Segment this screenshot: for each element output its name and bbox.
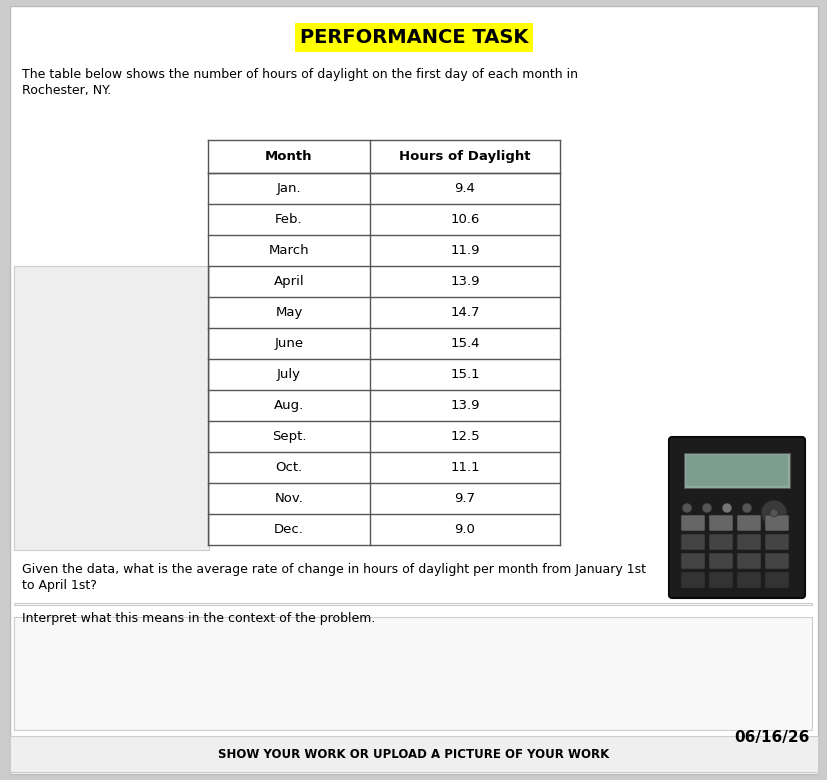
Circle shape bbox=[721, 503, 731, 513]
Text: May: May bbox=[275, 306, 303, 319]
FancyBboxPatch shape bbox=[764, 515, 788, 531]
Text: 9.4: 9.4 bbox=[454, 182, 475, 195]
FancyBboxPatch shape bbox=[680, 553, 704, 569]
Text: Sept.: Sept. bbox=[271, 430, 306, 443]
Text: Interpret what this means in the context of the problem.: Interpret what this means in the context… bbox=[22, 612, 375, 625]
Bar bbox=[14, 617, 811, 730]
Text: 9.7: 9.7 bbox=[454, 492, 475, 505]
Text: March: March bbox=[269, 244, 309, 257]
Text: Dec.: Dec. bbox=[274, 523, 304, 536]
Text: 13.9: 13.9 bbox=[450, 399, 479, 412]
Text: 10.6: 10.6 bbox=[450, 213, 479, 226]
Text: 9.0: 9.0 bbox=[454, 523, 475, 536]
FancyBboxPatch shape bbox=[708, 515, 732, 531]
Text: to April 1st?: to April 1st? bbox=[22, 579, 97, 592]
Text: Rochester, NY.: Rochester, NY. bbox=[22, 84, 111, 97]
Text: 06/16/26: 06/16/26 bbox=[734, 730, 809, 745]
Text: Hours of Daylight: Hours of Daylight bbox=[399, 150, 530, 163]
Text: Jan.: Jan. bbox=[276, 182, 301, 195]
Circle shape bbox=[741, 503, 751, 513]
Circle shape bbox=[701, 503, 711, 513]
Bar bbox=[10, 736, 817, 772]
Circle shape bbox=[681, 503, 691, 513]
Text: Month: Month bbox=[265, 150, 313, 163]
Text: 11.9: 11.9 bbox=[450, 244, 479, 257]
FancyBboxPatch shape bbox=[764, 534, 788, 550]
FancyBboxPatch shape bbox=[680, 515, 704, 531]
FancyBboxPatch shape bbox=[668, 437, 804, 598]
Text: Oct.: Oct. bbox=[275, 461, 302, 474]
Bar bbox=[14, 266, 208, 550]
Bar bbox=[14, 603, 811, 605]
Text: 15.4: 15.4 bbox=[450, 337, 479, 350]
Text: 14.7: 14.7 bbox=[450, 306, 479, 319]
FancyBboxPatch shape bbox=[764, 572, 788, 588]
FancyBboxPatch shape bbox=[680, 572, 704, 588]
Text: Nov.: Nov. bbox=[275, 492, 303, 505]
Text: Feb.: Feb. bbox=[275, 213, 303, 226]
Circle shape bbox=[769, 509, 777, 517]
Text: April: April bbox=[274, 275, 304, 288]
Text: PERFORMANCE TASK: PERFORMANCE TASK bbox=[299, 28, 528, 47]
FancyBboxPatch shape bbox=[764, 553, 788, 569]
Bar bbox=[683, 453, 789, 488]
FancyBboxPatch shape bbox=[736, 515, 760, 531]
Text: July: July bbox=[277, 368, 301, 381]
Text: 11.1: 11.1 bbox=[450, 461, 479, 474]
FancyBboxPatch shape bbox=[708, 553, 732, 569]
Text: June: June bbox=[274, 337, 304, 350]
Text: The table below shows the number of hours of daylight on the first day of each m: The table below shows the number of hour… bbox=[22, 68, 577, 81]
Text: Given the data, what is the average rate of change in hours of daylight per mont: Given the data, what is the average rate… bbox=[22, 563, 645, 576]
Text: 12.5: 12.5 bbox=[450, 430, 479, 443]
Circle shape bbox=[761, 503, 771, 513]
Text: 15.1: 15.1 bbox=[450, 368, 479, 381]
Text: Aug.: Aug. bbox=[274, 399, 304, 412]
FancyBboxPatch shape bbox=[736, 534, 760, 550]
Bar bbox=[686, 455, 787, 486]
Circle shape bbox=[760, 500, 786, 526]
FancyBboxPatch shape bbox=[708, 534, 732, 550]
FancyBboxPatch shape bbox=[736, 572, 760, 588]
FancyBboxPatch shape bbox=[680, 534, 704, 550]
FancyBboxPatch shape bbox=[736, 553, 760, 569]
Text: SHOW YOUR WORK OR UPLOAD A PICTURE OF YOUR WORK: SHOW YOUR WORK OR UPLOAD A PICTURE OF YO… bbox=[218, 747, 609, 760]
Text: 13.9: 13.9 bbox=[450, 275, 479, 288]
FancyBboxPatch shape bbox=[708, 572, 732, 588]
